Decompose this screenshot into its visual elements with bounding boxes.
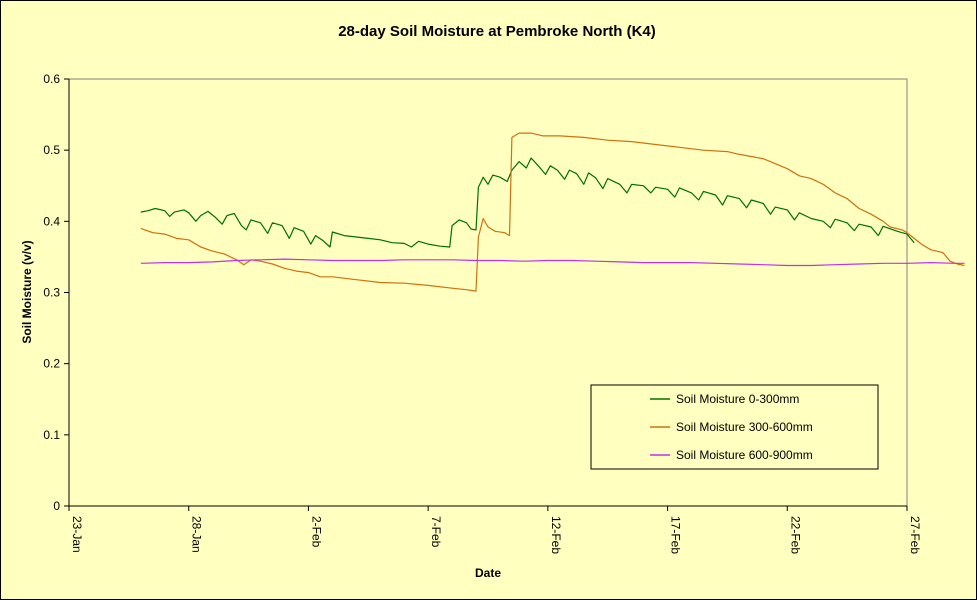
y-axis-title: Soil Moisture (v/v) <box>20 240 34 343</box>
y-tick-label: 0.6 <box>43 72 60 86</box>
legend-box <box>590 384 879 470</box>
x-tick-label: 2-Feb <box>309 516 323 548</box>
x-tick-label: 23-Jan <box>70 516 84 553</box>
legend-label-2: Soil Moisture 300-600mm <box>676 420 813 434</box>
axes: 0 0.1 0.2 0.3 0.4 0.5 0.6 23-Jan 28-Jan 2-Feb 7-Fe… <box>43 72 922 554</box>
chart-title: 28-day Soil Moisture at Pembroke North (… <box>338 23 656 40</box>
y-tick-label: 0 <box>53 499 60 513</box>
legend-label-3: Soil Moisture 600-900mm <box>676 448 813 462</box>
y-tick-label: 0.2 <box>43 357 60 371</box>
x-tick-label: 22-Feb <box>788 516 802 554</box>
legend: Soil Moisture 0-300mm Soil Moisture 300-6… <box>590 384 879 470</box>
legend-label-1: Soil Moisture 0-300mm <box>676 392 799 406</box>
x-tick-label: 17-Feb <box>669 516 683 554</box>
y-tick-label: 0.3 <box>43 286 60 300</box>
y-tick-label: 0.1 <box>43 428 60 442</box>
x-axis-title: Date <box>475 566 501 580</box>
x-tick-label: 7-Feb <box>429 516 443 548</box>
x-tick-label: 12-Feb <box>549 516 563 554</box>
x-tick-label: 27-Feb <box>908 516 922 554</box>
series-line-1 <box>140 157 915 248</box>
series-layer <box>140 132 965 292</box>
x-tick-label: 28-Jan <box>190 516 204 553</box>
series-line-3 <box>140 258 965 267</box>
y-tick-label: 0.4 <box>43 214 60 228</box>
y-tick-label: 0.5 <box>43 143 60 157</box>
